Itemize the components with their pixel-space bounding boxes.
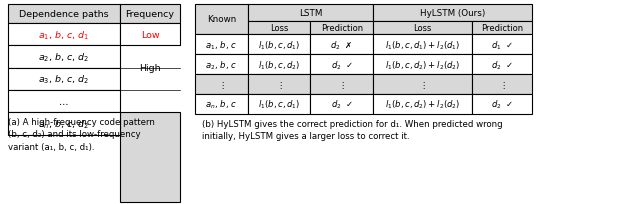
Text: (a) A high-frequency code pattern
(b, c, d₂) and its low-frequency
variant (a₁, : (a) A high-frequency code pattern (b, c,… xyxy=(8,117,154,151)
Text: LSTM: LSTM xyxy=(299,9,322,18)
Bar xyxy=(248,95,310,114)
Bar xyxy=(8,24,120,46)
Text: Frequency: Frequency xyxy=(125,10,175,19)
Text: Dependence paths: Dependence paths xyxy=(19,10,109,19)
Text: $a_3$, $b$, $c$, $d_2$: $a_3$, $b$, $c$, $d_2$ xyxy=(38,73,90,86)
Text: Known: Known xyxy=(207,15,236,24)
Text: $a_n$, $b$, $c$, $d_2$: $a_n$, $b$, $c$, $d_2$ xyxy=(38,118,90,130)
Bar xyxy=(8,91,120,113)
Text: $a_1$, $b$, $c$, $d_1$: $a_1$, $b$, $c$, $d_1$ xyxy=(38,29,90,41)
Text: $\vdots$: $\vdots$ xyxy=(339,79,345,90)
Text: High: High xyxy=(140,64,161,73)
Bar xyxy=(472,55,532,75)
Bar xyxy=(120,4,180,24)
Bar xyxy=(120,24,180,46)
Bar xyxy=(8,113,120,135)
Text: Loss: Loss xyxy=(270,24,288,33)
Bar xyxy=(248,35,310,55)
Bar xyxy=(472,75,532,95)
Bar xyxy=(472,95,532,114)
Text: $l_1(b,c,d_1)+l_2(d_1)$: $l_1(b,c,d_1)+l_2(d_1)$ xyxy=(385,39,460,51)
Bar xyxy=(195,4,248,35)
Bar xyxy=(248,55,310,75)
Bar xyxy=(373,22,472,35)
Text: (b) HyLSTM gives the correct prediction for d₁. When predicted wrong
initially, : (b) HyLSTM gives the correct prediction … xyxy=(202,119,502,140)
Bar xyxy=(195,55,248,75)
Text: Prediction: Prediction xyxy=(321,24,363,33)
Text: $l_1(b,c,d_2)$: $l_1(b,c,d_2)$ xyxy=(258,59,300,71)
Bar xyxy=(373,35,472,55)
Text: $a_1$, $b$, $c$: $a_1$, $b$, $c$ xyxy=(205,39,237,51)
Text: $\vdots$: $\vdots$ xyxy=(276,79,282,90)
Text: $d_2$  ✓: $d_2$ ✓ xyxy=(491,98,513,111)
Text: $\vdots$: $\vdots$ xyxy=(218,79,225,90)
Bar xyxy=(8,68,120,91)
Text: $\vdots$: $\vdots$ xyxy=(419,79,426,90)
Text: $d_2$  ✓: $d_2$ ✓ xyxy=(330,59,353,71)
Bar xyxy=(310,55,373,75)
Text: HyLSTM (Ours): HyLSTM (Ours) xyxy=(420,9,485,18)
Text: $d_2$  ✓: $d_2$ ✓ xyxy=(330,98,353,111)
Bar xyxy=(310,95,373,114)
Bar xyxy=(248,75,310,95)
Bar xyxy=(373,95,472,114)
Text: $\vdots$: $\vdots$ xyxy=(499,79,506,90)
Bar xyxy=(8,46,120,68)
Text: $d_1$  ✓: $d_1$ ✓ xyxy=(491,39,513,51)
Bar xyxy=(373,4,532,22)
Text: $a_2$, $b$, $c$, $d_2$: $a_2$, $b$, $c$, $d_2$ xyxy=(38,51,90,63)
Text: Prediction: Prediction xyxy=(481,24,523,33)
Bar xyxy=(472,35,532,55)
Text: $d_2$  ✗: $d_2$ ✗ xyxy=(330,39,353,51)
Text: $a_n$, $b$, $c$: $a_n$, $b$, $c$ xyxy=(205,98,237,111)
Text: Low: Low xyxy=(141,31,159,40)
Text: $l_1(b,c,d_1)$: $l_1(b,c,d_1)$ xyxy=(258,39,300,51)
Text: $d_2$  ✓: $d_2$ ✓ xyxy=(491,59,513,71)
Text: $l_1(b,c,d_2)+l_2(d_2)$: $l_1(b,c,d_2)+l_2(d_2)$ xyxy=(385,98,460,111)
Bar xyxy=(373,55,472,75)
Bar xyxy=(8,4,120,24)
Text: $a_2$, $b$, $c$: $a_2$, $b$, $c$ xyxy=(205,59,237,71)
Bar xyxy=(120,113,180,202)
Text: $l_1(b,c,d_1)$: $l_1(b,c,d_1)$ xyxy=(258,98,300,111)
Bar xyxy=(310,22,373,35)
Bar xyxy=(248,22,310,35)
Text: $\cdots$: $\cdots$ xyxy=(58,97,69,106)
Bar xyxy=(248,4,373,22)
Text: $l_1(b,c,d_2)+l_2(d_2)$: $l_1(b,c,d_2)+l_2(d_2)$ xyxy=(385,59,460,71)
Bar xyxy=(472,22,532,35)
Text: Loss: Loss xyxy=(413,24,432,33)
Bar xyxy=(195,75,248,95)
Bar xyxy=(310,35,373,55)
Bar xyxy=(195,35,248,55)
Bar xyxy=(310,75,373,95)
Bar xyxy=(373,75,472,95)
Bar xyxy=(195,95,248,114)
